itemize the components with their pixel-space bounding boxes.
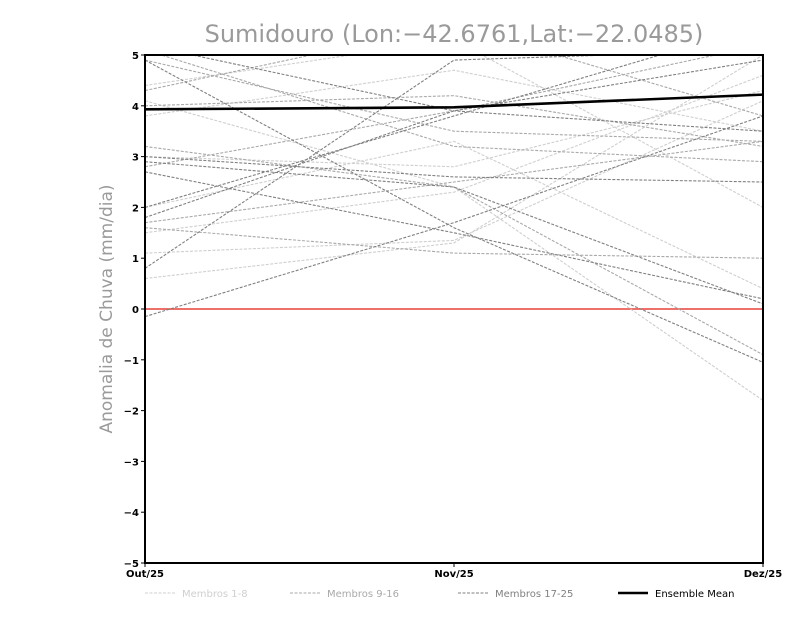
legend-label: Ensemble Mean: [655, 589, 734, 600]
y-tick-label: 2: [132, 203, 139, 214]
y-tick-label: −1: [124, 356, 139, 367]
member-line: [145, 55, 763, 280]
member-line: [145, 74, 763, 234]
legend-label: Membros 1-8: [182, 589, 248, 600]
member-line: [145, 100, 763, 401]
y-tick-label: 1: [132, 254, 139, 265]
legend: Membros 1-8 Membros 9-16 Membros 17-25 Ense…: [145, 589, 734, 600]
y-tick-label: 5: [132, 51, 139, 62]
y-tick-label: −4: [124, 508, 139, 519]
member-line: [145, 55, 626, 269]
member-line: [145, 90, 763, 168]
member-line: [145, 69, 763, 132]
member-line: [145, 171, 763, 300]
member-line: [145, 55, 662, 208]
member-line: [145, 59, 763, 142]
y-tick-label: 4: [132, 102, 139, 113]
y-axis-label: Anomalia de Chuva (mm/dia): [97, 184, 117, 433]
member-line: [159, 55, 763, 163]
legend-label: Membros 9-16: [327, 589, 399, 600]
x-tick-label: Nov/25: [434, 569, 473, 580]
y-tick-label: −3: [124, 457, 139, 468]
chart-title: Sumidouro (Lon:−42.6761,Lat:−22.0485): [205, 20, 704, 48]
x-tick-label: Out/25: [126, 569, 164, 580]
series-group: [145, 55, 763, 401]
member-line: [189, 55, 763, 132]
y-tick-label: −2: [124, 407, 139, 418]
x-tick-label: Dez/25: [744, 569, 783, 580]
member-line: [145, 55, 719, 168]
legend-label: Membros 17-25: [495, 589, 573, 600]
member-line: [145, 145, 763, 356]
member-line: [145, 161, 763, 305]
member-line: [145, 55, 763, 117]
plot-frame: [144, 54, 764, 564]
member-line: [145, 59, 763, 363]
member-line: [145, 100, 763, 254]
member-line: [145, 156, 763, 183]
member-line: [145, 95, 763, 147]
y-tick-label: 0: [132, 305, 139, 316]
member-line: [145, 140, 763, 224]
y-tick-label: −5: [124, 559, 139, 570]
member-line: [145, 115, 763, 318]
ensemble-mean-line: [145, 93, 763, 111]
y-tick-label: 3: [132, 153, 139, 164]
member-line: [145, 140, 763, 290]
plot-area: −5 −4 −3 −2 −1 0 1 2 3 4 5 Out/25 Nov/25 Dez/25: [124, 51, 783, 580]
